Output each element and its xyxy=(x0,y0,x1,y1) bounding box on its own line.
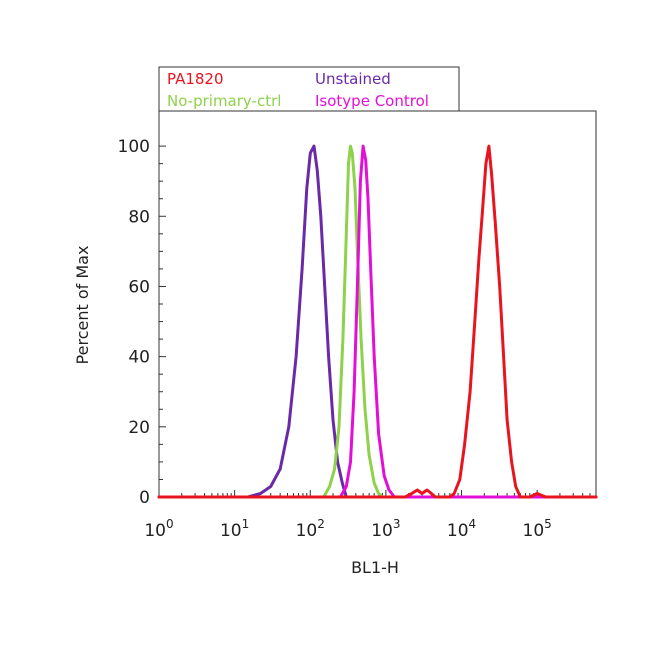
x-tick-label: 104 xyxy=(447,517,476,541)
y-axis-title: Percent of Max xyxy=(73,246,92,365)
legend-box xyxy=(158,66,460,112)
plot-area xyxy=(158,110,597,498)
series-line-no-primary-ctrl xyxy=(157,144,598,499)
x-axis: 100 101 102 103 104 105 xyxy=(144,490,597,541)
series-line-pa1820 xyxy=(157,144,598,499)
y-tick-label: 0 xyxy=(139,488,150,508)
x-tick-label: 101 xyxy=(220,517,249,541)
x-axis-title: BL1-H xyxy=(351,558,399,577)
legend: PA1820 Unstained No-primary-ctrl Isotype… xyxy=(158,66,460,112)
series-line-isotype-control xyxy=(157,144,598,499)
x-tick-label: 103 xyxy=(371,517,400,541)
x-tick-label: 105 xyxy=(523,517,552,541)
y-axis: 0 20 40 60 80 100 xyxy=(118,137,166,508)
y-tick-label: 100 xyxy=(118,137,150,157)
legend-item-no-primary-ctrl: No-primary-ctrl xyxy=(167,92,281,110)
y-tick-label: 60 xyxy=(128,277,150,297)
series-layer xyxy=(157,144,598,499)
legend-item-unstained: Unstained xyxy=(315,70,391,88)
legend-item-pa1820: PA1820 xyxy=(167,70,224,88)
y-tick-label: 40 xyxy=(128,348,150,368)
x-tick-label: 102 xyxy=(296,517,325,541)
y-tick-label: 20 xyxy=(128,418,150,438)
x-tick-label: 100 xyxy=(144,517,173,541)
y-tick-label: 80 xyxy=(128,207,150,227)
legend-item-isotype-control: Isotype Control xyxy=(315,92,429,110)
